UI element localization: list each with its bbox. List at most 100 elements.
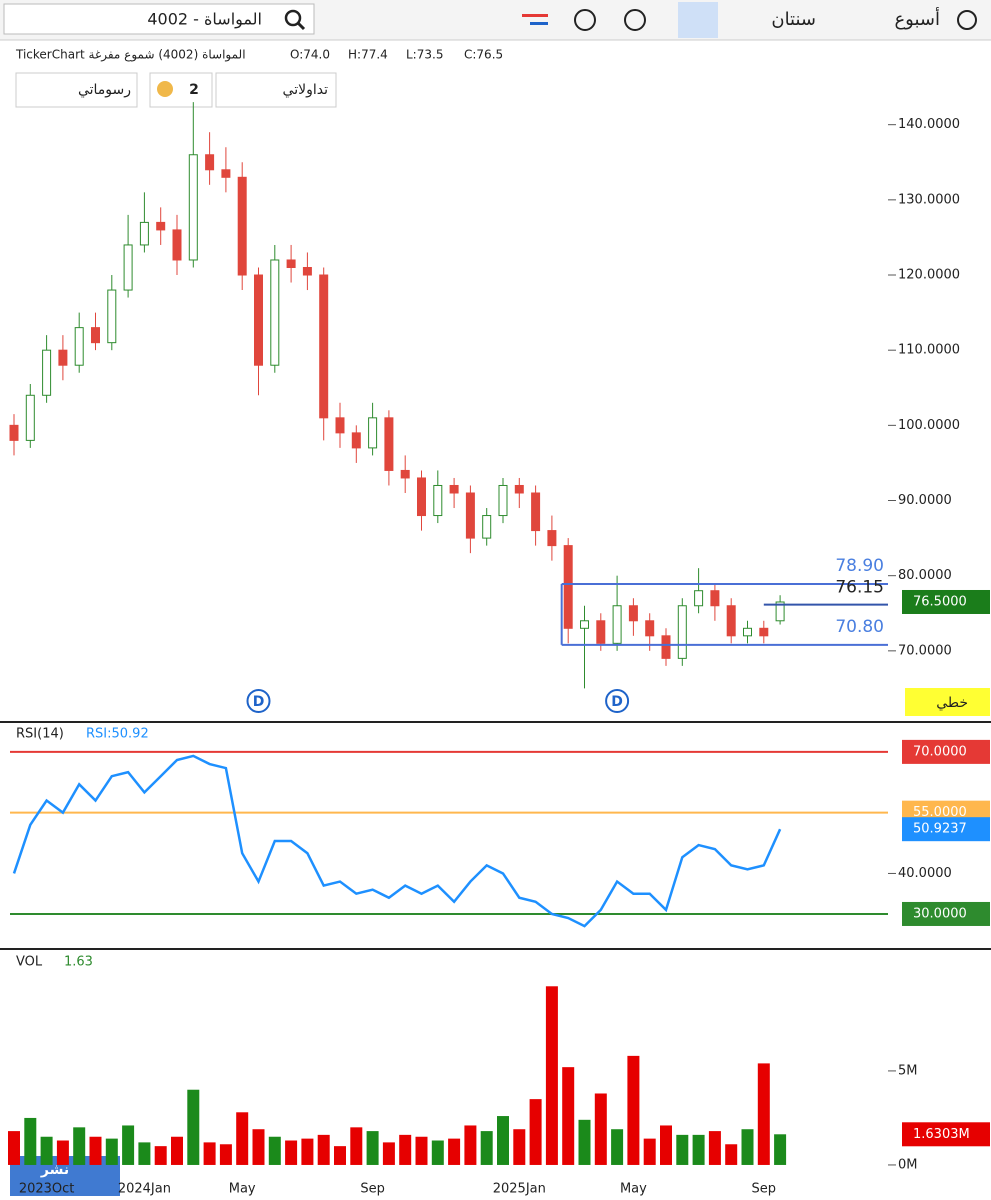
candle-body [580,620,589,629]
draw-mode-label: خطي [936,695,968,711]
candle-body [188,154,198,261]
candle-body [42,349,52,396]
candle-body [661,635,671,659]
candle-body [58,349,68,366]
volume-bar [562,1067,575,1165]
auto-icon[interactable] [574,9,596,31]
volume-bar [89,1136,102,1165]
candle-body [775,601,785,622]
candle-body [302,266,312,276]
volume-bar [187,1089,200,1165]
range-label: 70.80 [835,617,884,637]
candle-body [368,417,378,449]
search-icon[interactable] [284,9,302,27]
volume-bar [611,1129,624,1165]
volume-bar [105,1138,118,1165]
trades-button[interactable] [215,72,337,108]
candle-body [9,424,19,441]
volume-bar [708,1131,721,1165]
indicator-icon[interactable] [624,9,646,31]
volume-bar [529,1099,542,1165]
indicator-title: RSI(14) [16,727,64,742]
trades-label: تداولاتي [283,82,329,98]
y-tick-label: 40.0000 [898,866,952,881]
volume-bar [757,1063,770,1165]
candle-body [205,154,215,171]
candle-body [335,417,345,434]
volume-bar [578,1119,591,1165]
x-tick-label: 2024Jan [118,1182,171,1197]
volume-bar [774,1134,787,1165]
volume-bar [138,1142,151,1165]
drawings-label: رسوماتي [78,82,131,98]
rsi-line [12,754,782,928]
last-price-tag [902,589,990,614]
candle-body [710,590,720,607]
volume-bar [692,1134,705,1165]
level-tag-label: 30.0000 [913,906,967,921]
candle-body [156,221,166,231]
volume-bar [334,1146,346,1165]
clock-icon[interactable] [957,10,977,30]
volume-bar [676,1134,689,1165]
volume-bar [236,1112,249,1165]
candle-body [270,259,280,366]
period[interactable]: أسبوع [894,7,940,30]
drawings-button[interactable] [15,72,138,108]
candle-body [91,327,100,344]
volume-bar [594,1093,607,1165]
volume-tag-label: 1.6303M [913,1127,970,1142]
ohlc-text: O:74.0 [290,48,330,62]
candle-body [726,605,736,637]
rsi-tag-label: 50.9237 [913,822,967,837]
level-tag [902,739,990,764]
x-tick-label: Sep [360,1182,385,1197]
indicator-value: 1.63 [64,955,93,970]
symbol: 4002 - المواساة [147,10,262,30]
y-tick-label: 120.0000 [898,268,960,283]
x-tick-label: May [229,1182,256,1197]
draw-mode[interactable] [905,688,990,716]
indicator-value: RSI:50.92 [86,727,149,742]
y-tick-label: 110.0000 [898,343,960,358]
draw-tool[interactable] [678,2,718,38]
candle-body [498,484,508,517]
ohlc-text: C:76.5 [464,48,503,62]
volume-bar [56,1140,69,1165]
volume-bar [448,1138,461,1165]
volume-bar [399,1134,412,1165]
candle-body [628,605,638,622]
candle-body [384,417,394,471]
candle-body [563,545,573,629]
volume-bar [24,1117,37,1165]
volume-bar [252,1129,265,1165]
depth-icon[interactable] [522,14,548,17]
range-label: 78.90 [835,556,884,576]
candle-body [547,530,557,547]
volume-bar [219,1144,232,1165]
candle-body [254,274,263,366]
x-tick-label: 2025Jan [493,1182,546,1197]
x-tick-label: Sep [752,1182,777,1197]
event-marker [605,689,630,713]
y-tick-label: 140.0000 [898,117,960,132]
ohlc-text: H:77.4 [348,48,388,62]
chart-title: TickerChart المواساة (4002) شموع مفرغة [15,48,246,63]
volume-bar [268,1136,281,1165]
last-price-tag-label: 76.5000 [913,594,967,609]
alerts-count: 2 [189,82,199,98]
publish-label: نشر [40,1162,69,1178]
indicator-title: VOL [16,955,43,970]
volume-bar [741,1129,754,1165]
volume-bar [40,1136,53,1165]
range[interactable]: سنتان [771,9,816,30]
y-tick-label: 130.0000 [898,192,960,207]
volume-bar [122,1125,135,1165]
volume-bar [382,1142,395,1165]
symbol-box[interactable] [3,3,315,35]
candle-body [433,484,443,517]
volume-bar [660,1125,672,1165]
candle-body [319,274,329,419]
